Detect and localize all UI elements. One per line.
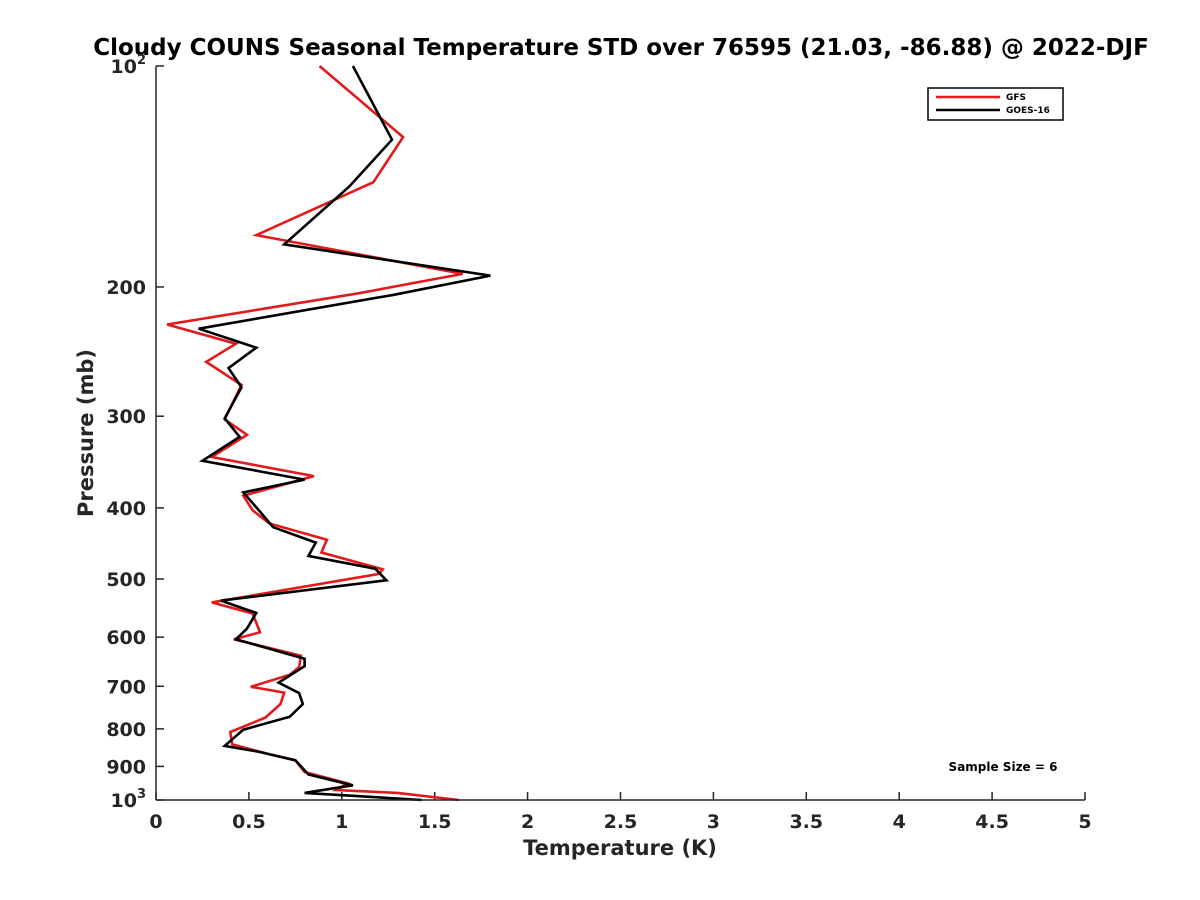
x-tick-label: 4.5 — [975, 811, 1009, 833]
series-layer — [166, 65, 491, 802]
y-tick-label: 103 — [111, 787, 147, 812]
x-tick-label: 3 — [707, 811, 720, 833]
legend-label-gfs: GFS — [1006, 93, 1026, 103]
x-axis-label: Temperature (K) — [523, 836, 717, 860]
y-tick-label: 700 — [106, 676, 146, 698]
legend: GFS GOES-16 — [927, 87, 1064, 121]
axis-ticks: 0 0.5 1 1.5 2 2.5 3 3.5 4 4.5 5 102 200 300 400 500 600 7… — [106, 53, 1091, 833]
y-tick-label: 200 — [106, 277, 146, 299]
x-tick-label: 4 — [893, 811, 906, 833]
x-tick-label: 0 — [149, 811, 162, 833]
x-tick-label: 2.5 — [604, 811, 638, 833]
x-tick-label: 1.5 — [418, 811, 452, 833]
x-tick-label: 3.5 — [789, 811, 823, 833]
sample-size-annotation: Sample Size = 6 — [949, 760, 1058, 774]
x-tick-label: 2 — [521, 811, 534, 833]
legend-label-goes16: GOES-16 — [1006, 106, 1050, 116]
x-tick-label: 1 — [335, 811, 348, 833]
y-tick-label: 300 — [106, 406, 146, 428]
y-tick-label: 800 — [106, 719, 146, 741]
y-tick-label: 102 — [111, 53, 147, 78]
y-tick-label: 500 — [106, 569, 146, 591]
y-axis-label: Pressure (mb) — [74, 349, 98, 517]
chart-title: Cloudy COUNS Seasonal Temperature STD ov… — [93, 35, 1149, 61]
y-tick-label: 600 — [106, 627, 146, 649]
legend-box — [927, 87, 1064, 121]
series-line-goes16 — [198, 65, 491, 802]
x-tick-label: 0.5 — [232, 811, 266, 833]
x-tick-label: 5 — [1078, 811, 1091, 833]
y-tick-label: 900 — [106, 756, 146, 778]
y-tick-label: 400 — [106, 498, 146, 520]
